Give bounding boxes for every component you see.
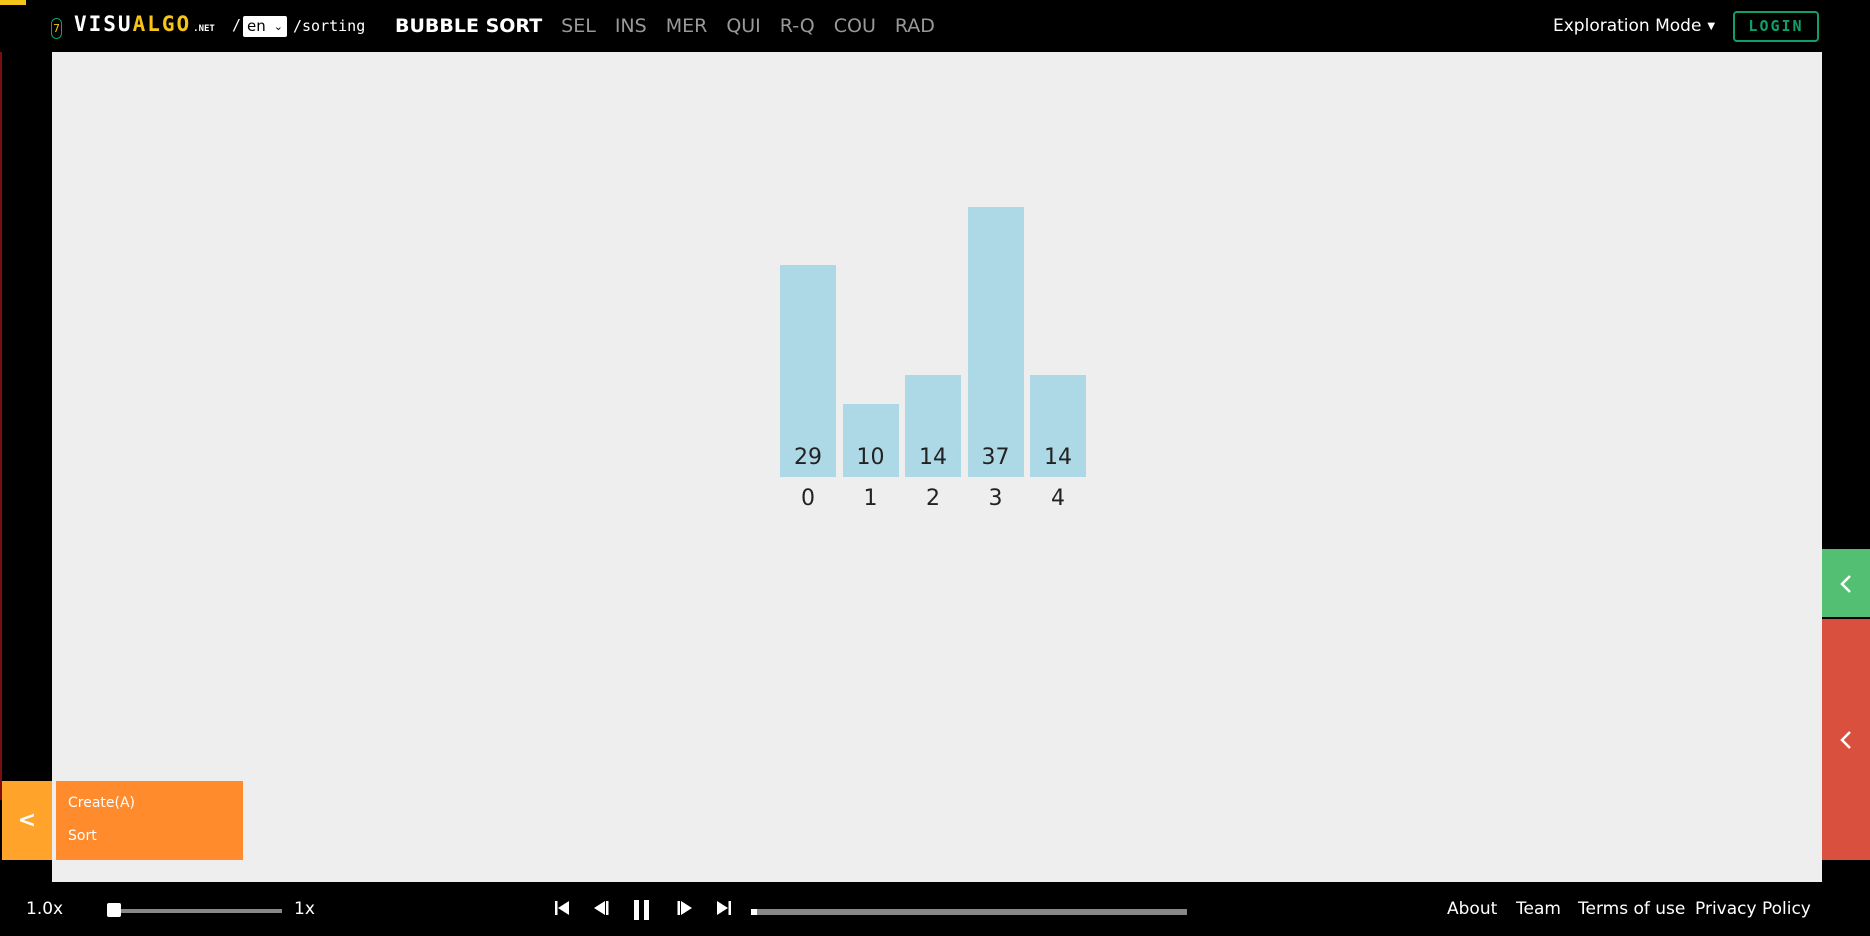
logo-text-net: .NET <box>193 24 215 34</box>
visualgo-logo[interactable]: VISUALGO .NET <box>74 12 215 36</box>
path-separator: / <box>232 16 242 34</box>
language-value: en <box>247 17 266 35</box>
status-panel-toggle[interactable] <box>1822 549 1870 617</box>
array-bar <box>842 404 899 477</box>
bar-index-label: 2 <box>926 486 940 511</box>
mode-label: Exploration Mode <box>1553 16 1702 36</box>
menu-item-sort[interactable]: Sort <box>68 828 97 844</box>
menu-item-create[interactable]: Create(A) <box>68 795 136 811</box>
bar-value-label: 37 <box>981 445 1010 470</box>
chevron-left-icon <box>1840 731 1851 749</box>
nav-sel[interactable]: SEL <box>561 15 596 37</box>
bar-index-label: 4 <box>1051 486 1065 511</box>
array-bar <box>905 374 961 477</box>
nav-qui[interactable]: QUI <box>726 15 761 37</box>
nav-mer[interactable]: MER <box>665 15 708 37</box>
speed-slider-thumb[interactable] <box>107 903 121 917</box>
speed-value: 1.0x <box>26 899 64 919</box>
nav-r-q[interactable]: R-Q <box>779 15 815 37</box>
visualization-canvas: 29 0 10 1 14 2 37 3 14 4 <box>52 52 1822 882</box>
mode-dropdown[interactable]: Exploration Mode ▼ <box>1553 16 1715 36</box>
go-to-end-icon[interactable] <box>716 899 732 917</box>
footer-link-about[interactable]: About <box>1447 899 1498 919</box>
bar-value-label: 14 <box>1044 445 1072 470</box>
array-bar <box>1030 374 1086 477</box>
chevron-left-icon <box>1840 575 1851 593</box>
bar-value-label: 29 <box>794 445 822 470</box>
top-navigation-bar: 7 VISUALGO .NET / en ⌄ /sorting BUBBLE SO… <box>0 0 1870 52</box>
nav-ins[interactable]: INS <box>614 15 647 37</box>
codetrace-panel-toggle[interactable] <box>1822 619 1870 860</box>
go-to-beginning-icon[interactable] <box>554 899 570 917</box>
animation-progress-bar[interactable] <box>751 909 1187 915</box>
bar-index-label: 0 <box>801 486 815 511</box>
step-forward-icon[interactable] <box>677 899 693 917</box>
caret-down-icon: ▼ <box>1707 21 1716 32</box>
logo-text-visu: VISU <box>74 12 133 36</box>
speed-slider[interactable] <box>110 909 282 913</box>
nav-rad[interactable]: RAD <box>894 15 935 37</box>
login-button[interactable]: LOGIN <box>1733 11 1819 42</box>
pause-icon[interactable] <box>632 899 652 921</box>
nav-cou[interactable]: COU <box>833 15 876 37</box>
action-menu: Create(A) Sort <box>56 781 243 860</box>
algorithm-nav: BUBBLE SORT SEL INS MER QUI R-Q COU RAD <box>395 15 954 37</box>
bar-value-label: 14 <box>919 445 947 470</box>
footer-link-terms[interactable]: Terms of use <box>1578 899 1686 919</box>
animation-progress-fill <box>751 909 757 915</box>
bar-value-label: 10 <box>856 445 885 470</box>
logo-text-algo: ALGO <box>132 12 192 36</box>
page-path: /sorting <box>293 17 366 35</box>
bar-index-label: 3 <box>988 486 1003 511</box>
visit-count-badge: 7 <box>51 18 62 39</box>
left-accent-bar <box>0 0 2 800</box>
language-select[interactable]: en ⌄ <box>243 16 287 37</box>
chevron-down-icon: ⌄ <box>273 20 283 33</box>
step-backward-icon[interactable] <box>593 899 609 917</box>
nav-bubble-sort[interactable]: BUBBLE SORT <box>395 15 543 37</box>
array-bar <box>967 206 1024 477</box>
footer-link-team[interactable]: Team <box>1516 899 1561 919</box>
footer-link-privacy[interactable]: Privacy Policy <box>1695 899 1811 919</box>
action-menu-toggle[interactable]: < <box>2 781 52 860</box>
bar-index-label: 1 <box>863 486 878 511</box>
array-bar <box>780 265 836 477</box>
speed-max-label: 1x <box>294 899 315 919</box>
corner-mark <box>0 0 26 5</box>
